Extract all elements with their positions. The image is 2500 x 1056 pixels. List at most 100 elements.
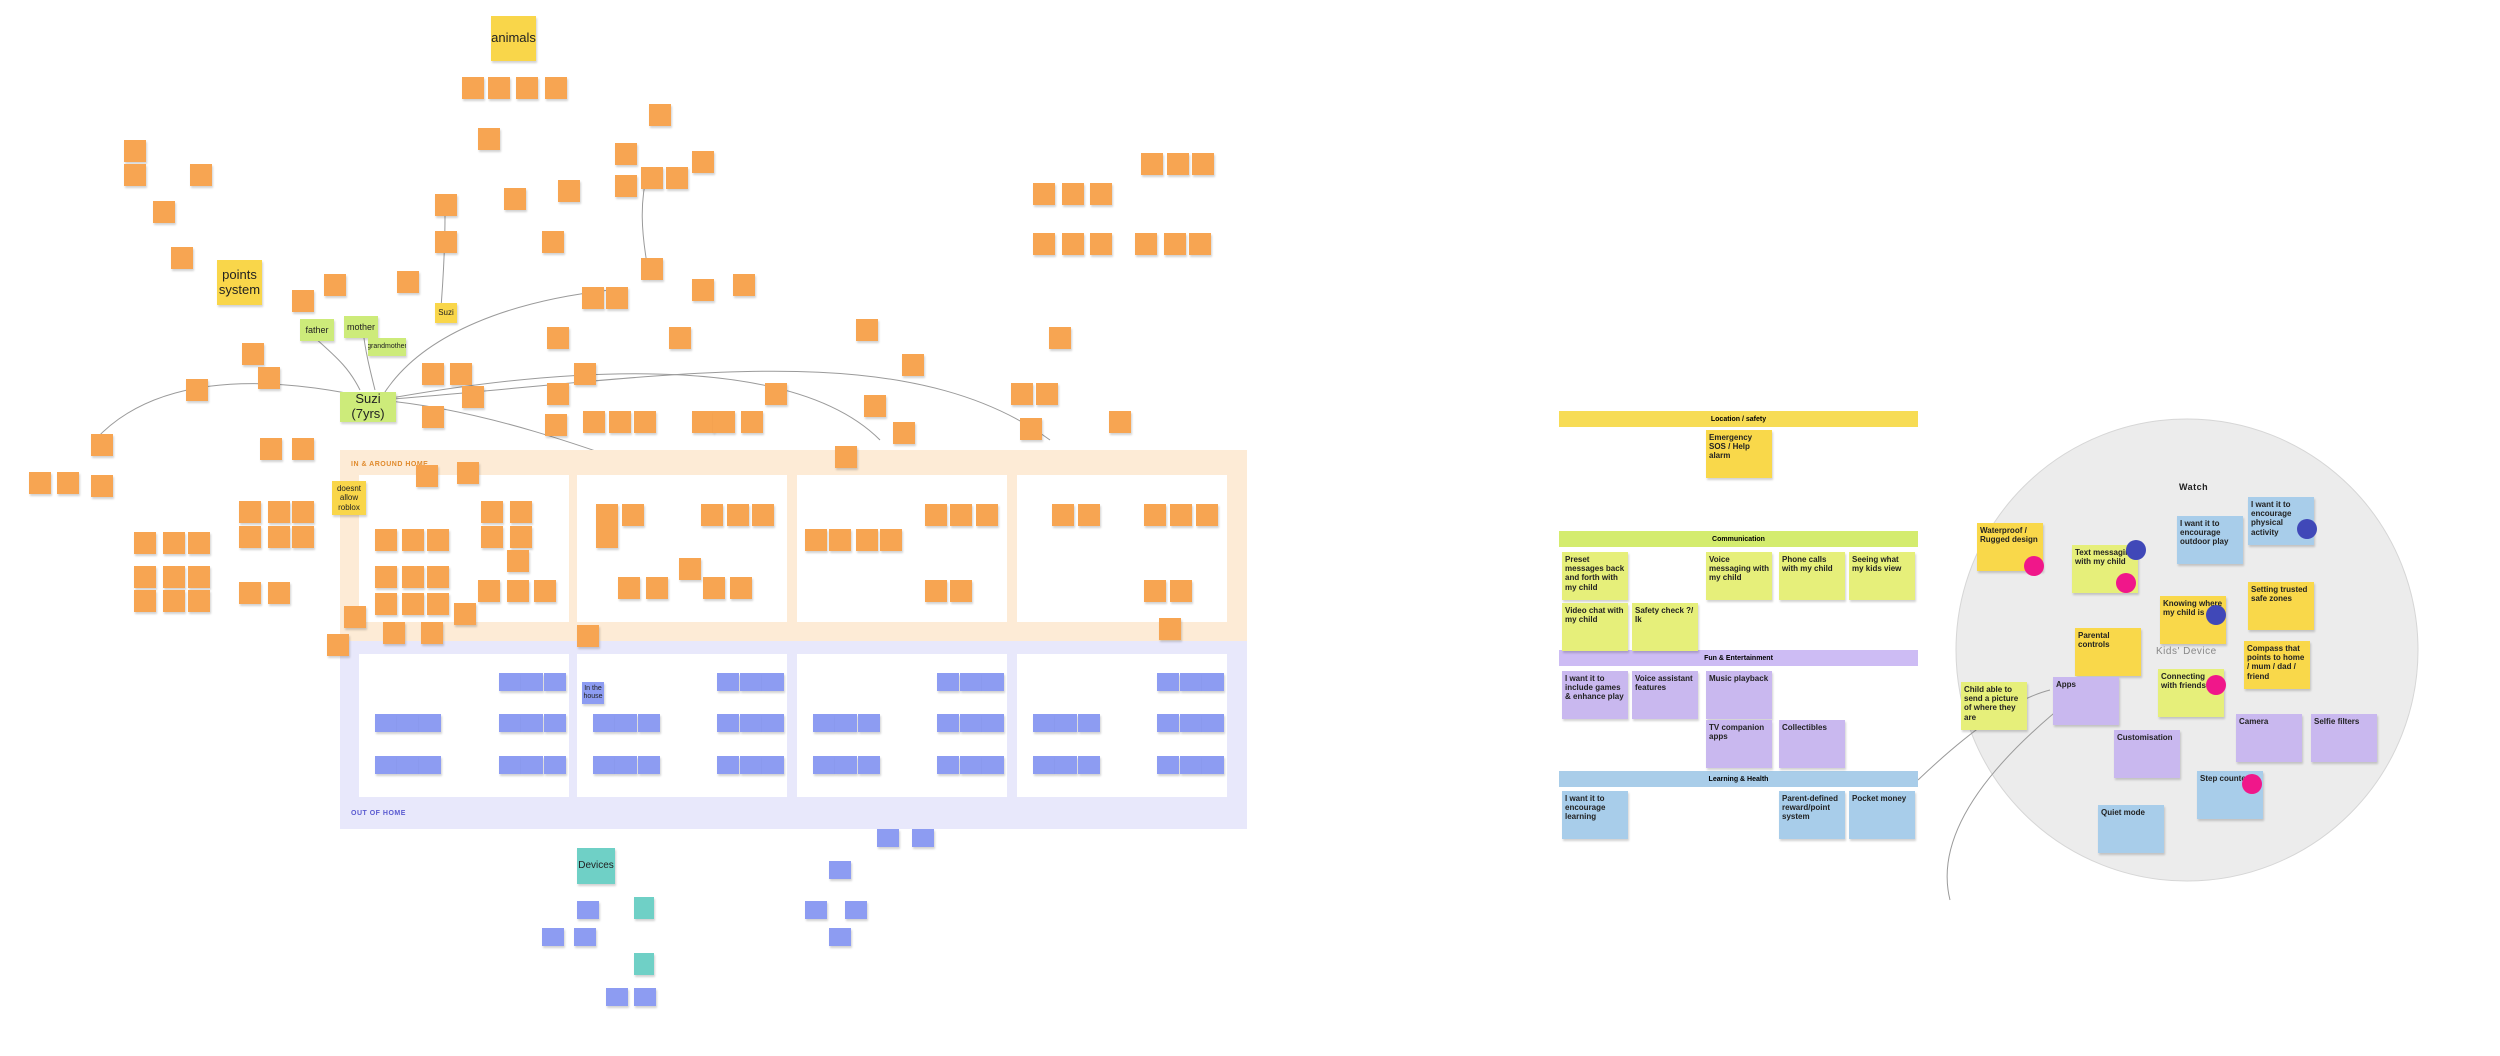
sticky-note (717, 714, 739, 732)
sticky-note (402, 566, 424, 588)
sticky-note (606, 988, 628, 1006)
sticky-note (544, 756, 566, 774)
sticky-note (717, 756, 739, 774)
sticky-note (478, 128, 500, 150)
sticky-note (740, 756, 762, 774)
sticky-note (982, 756, 1004, 774)
feature-note: Phone calls with my child (1779, 552, 1845, 600)
sticky-note (1180, 714, 1202, 732)
cluster-note: animals (491, 16, 536, 61)
section-box (577, 475, 787, 622)
sticky-note (260, 438, 282, 460)
sticky-note (593, 714, 615, 732)
sticky-note (516, 77, 538, 99)
sticky-note (542, 231, 564, 253)
watch-title: Watch (2179, 482, 2209, 492)
feature-note: Selfie filters (2311, 714, 2377, 762)
sticky-note (1180, 756, 1202, 774)
sticky-note (638, 756, 660, 774)
cluster-note: father (300, 319, 334, 341)
sticky-note (124, 140, 146, 162)
category-bar: Learning & Health (1559, 771, 1918, 787)
sticky-note (57, 472, 79, 494)
sticky-note (375, 714, 397, 732)
sticky-note (574, 363, 596, 385)
sticky-note (634, 411, 656, 433)
sticky-note (481, 501, 503, 523)
sticky-note (596, 504, 618, 526)
sticky-note (544, 714, 566, 732)
sticky-note (163, 590, 185, 612)
feature-note: TV companion apps (1706, 720, 1772, 768)
sticky-note (925, 580, 947, 602)
sticky-note (457, 462, 479, 484)
sticky-note (134, 532, 156, 554)
feature-note: Apps (2053, 677, 2119, 725)
sticky-note (239, 582, 261, 604)
watch-center: Kids' Device (2156, 646, 2217, 657)
sticky-note (1062, 233, 1084, 255)
sticky-note (268, 526, 290, 548)
sticky-note (292, 438, 314, 460)
sticky-note (615, 143, 637, 165)
sticky-note (534, 580, 556, 602)
sticky-note (596, 526, 618, 548)
feature-note: Parent-defined reward/point system (1779, 791, 1845, 839)
sticky-note (402, 593, 424, 615)
sticky-note (577, 625, 599, 647)
cluster-note: In the house (582, 682, 604, 704)
sticky-note (615, 175, 637, 197)
sticky-note (717, 673, 739, 691)
sticky-note (435, 231, 457, 253)
sticky-note (609, 411, 631, 433)
sticky-note (375, 566, 397, 588)
sticky-note (976, 504, 998, 526)
sticky-note (1055, 756, 1077, 774)
sticky-note (877, 829, 899, 847)
sticky-note (574, 928, 596, 946)
sticky-note (646, 577, 668, 599)
sticky-note (375, 593, 397, 615)
sticky-note (829, 529, 851, 551)
feature-note: Music playback (1706, 671, 1772, 719)
sticky-note (1078, 756, 1100, 774)
sticky-note (547, 383, 569, 405)
sticky-note (542, 928, 564, 946)
sticky-note (835, 446, 857, 468)
sticky-note (634, 988, 656, 1006)
sticky-note (344, 606, 366, 628)
sticky-note (1180, 673, 1202, 691)
sticky-note (1135, 233, 1157, 255)
sticky-note (421, 622, 443, 644)
sticky-note (29, 472, 51, 494)
sticky-note (268, 582, 290, 604)
feature-note: Pocket money (1849, 791, 1915, 839)
sticky-note (982, 673, 1004, 691)
sticky-note (292, 290, 314, 312)
sticky-note (375, 756, 397, 774)
sticky-note (937, 714, 959, 732)
sticky-note (521, 714, 543, 732)
connector (379, 289, 611, 401)
sticky-note (1157, 673, 1179, 691)
feature-note: Compass that points to home / mum / dad … (2244, 641, 2310, 689)
sticky-note (186, 379, 208, 401)
sticky-note (813, 714, 835, 732)
sticky-note (1055, 714, 1077, 732)
sticky-note (692, 279, 714, 301)
sticky-note (292, 526, 314, 548)
sticky-note (1202, 756, 1224, 774)
sticky-note (242, 343, 264, 365)
sticky-note (239, 501, 261, 523)
sticky-note (1033, 233, 1055, 255)
sticky-note (982, 714, 1004, 732)
zone-label: IN & AROUND HOME (351, 461, 429, 468)
sticky-note (856, 529, 878, 551)
sticky-note (504, 188, 526, 210)
sticky-note (1159, 618, 1181, 640)
sticky-note (593, 756, 615, 774)
sticky-note (679, 558, 701, 580)
sticky-note (422, 406, 444, 428)
sticky-note (727, 504, 749, 526)
connector (94, 383, 381, 441)
